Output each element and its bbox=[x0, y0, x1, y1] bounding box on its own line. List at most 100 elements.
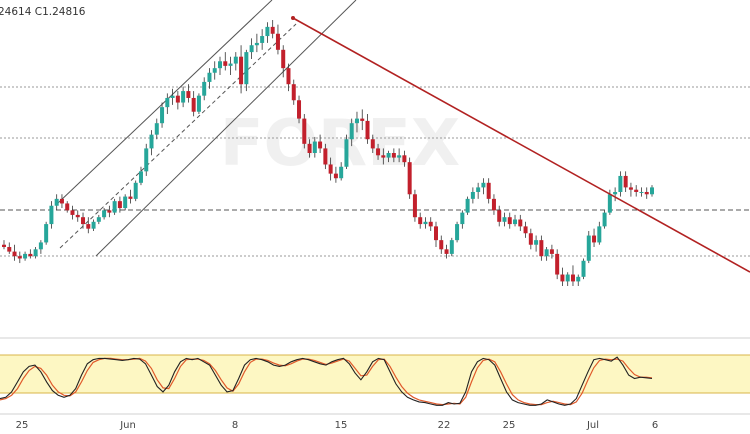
descending-trendline bbox=[292, 17, 750, 273]
channel-lower-line bbox=[95, 0, 357, 257]
candle-body bbox=[128, 196, 133, 199]
x-tick-label: Jul bbox=[586, 420, 599, 430]
candle-body bbox=[397, 155, 402, 158]
candle-body bbox=[102, 210, 107, 218]
candle-body bbox=[302, 118, 307, 144]
candle-body bbox=[360, 118, 365, 121]
candle-body bbox=[497, 210, 502, 222]
candlestick-series bbox=[2, 20, 654, 286]
candle-body bbox=[12, 251, 17, 257]
candle-body bbox=[328, 164, 333, 174]
candle-body bbox=[191, 97, 196, 112]
candle-body bbox=[455, 224, 460, 241]
candle-body bbox=[465, 198, 470, 213]
candle-body bbox=[160, 107, 165, 124]
candle-body bbox=[449, 240, 454, 254]
candle-body bbox=[592, 235, 597, 243]
x-tick-label: 8 bbox=[232, 420, 238, 430]
candle-body bbox=[423, 221, 428, 225]
x-tick-label: Jun bbox=[119, 420, 136, 430]
candle-body bbox=[460, 212, 465, 225]
candle-body bbox=[365, 120, 370, 140]
candle-body bbox=[112, 201, 117, 213]
candle-body bbox=[254, 42, 259, 46]
candle-body bbox=[528, 233, 533, 245]
candle-body bbox=[33, 249, 38, 257]
candle-body bbox=[133, 182, 138, 199]
candle-body bbox=[233, 56, 238, 64]
candle-body bbox=[75, 214, 80, 218]
candle-body bbox=[549, 249, 554, 254]
candle-body bbox=[650, 187, 654, 195]
candle-body bbox=[339, 166, 344, 179]
candle-body bbox=[434, 226, 438, 241]
candle-body bbox=[107, 210, 112, 213]
candle-body bbox=[555, 253, 560, 275]
candle-body bbox=[428, 221, 433, 227]
candle-body bbox=[249, 45, 254, 53]
candle-body bbox=[186, 91, 191, 98]
candle-body bbox=[270, 26, 275, 34]
candle-body bbox=[354, 118, 359, 124]
candle-body bbox=[523, 226, 528, 234]
candle-body bbox=[602, 212, 607, 227]
candle-body bbox=[518, 219, 523, 227]
candle-body bbox=[412, 194, 417, 218]
candle-body bbox=[634, 189, 639, 192]
candle-body bbox=[91, 221, 96, 229]
candle-body bbox=[149, 134, 154, 149]
candle-body bbox=[207, 72, 212, 82]
candle-body bbox=[239, 56, 244, 85]
candle-body bbox=[175, 95, 180, 103]
candle-body bbox=[260, 36, 265, 43]
candle-body bbox=[470, 191, 475, 199]
candle-body bbox=[7, 247, 12, 252]
x-tick-label: 15 bbox=[335, 420, 348, 430]
candle-body bbox=[402, 155, 407, 163]
candle-body bbox=[138, 171, 143, 183]
candle-body bbox=[307, 143, 312, 153]
candle-body bbox=[507, 217, 512, 225]
candle-body bbox=[333, 173, 338, 179]
candle-body bbox=[312, 141, 317, 153]
candle-body bbox=[59, 198, 64, 204]
x-axis-ticks: 25 Jun 8 15 22 25 Jul 6 bbox=[16, 420, 659, 431]
candle-body bbox=[486, 182, 491, 199]
candle-body bbox=[286, 68, 291, 85]
candle-body bbox=[544, 249, 549, 257]
candle-body bbox=[170, 95, 175, 98]
candle-body bbox=[444, 249, 449, 254]
candle-body bbox=[623, 175, 628, 188]
candle-body bbox=[223, 61, 228, 66]
candle-body bbox=[218, 61, 222, 69]
candle-body bbox=[481, 182, 486, 188]
candle-body bbox=[491, 198, 496, 211]
candle-body bbox=[196, 95, 201, 112]
trendline-anchor bbox=[291, 16, 295, 20]
channel-upper-line bbox=[57, 0, 273, 204]
candle-body bbox=[628, 187, 633, 190]
candle-body bbox=[349, 123, 354, 140]
candle-body bbox=[586, 235, 591, 261]
candle-body bbox=[212, 68, 217, 73]
candle-body bbox=[418, 217, 423, 225]
candle-body bbox=[54, 198, 59, 206]
candle-body bbox=[607, 194, 612, 213]
candle-body bbox=[154, 123, 159, 135]
candle-body bbox=[70, 210, 75, 215]
x-tick-label: 25 bbox=[503, 420, 516, 430]
candle-body bbox=[17, 256, 22, 259]
candle-body bbox=[560, 274, 565, 282]
candle-body bbox=[49, 205, 54, 225]
candle-body bbox=[439, 240, 444, 250]
candle-body bbox=[117, 201, 122, 209]
candle-body bbox=[644, 191, 649, 195]
x-tick-label: 6 bbox=[652, 420, 658, 430]
candle-body bbox=[291, 84, 296, 101]
price-header: 24614 C1.24816 bbox=[0, 6, 86, 18]
candle-body bbox=[539, 240, 544, 257]
candle-body bbox=[181, 91, 186, 103]
candle-body bbox=[202, 81, 207, 96]
channel-mid-line bbox=[59, 23, 297, 249]
